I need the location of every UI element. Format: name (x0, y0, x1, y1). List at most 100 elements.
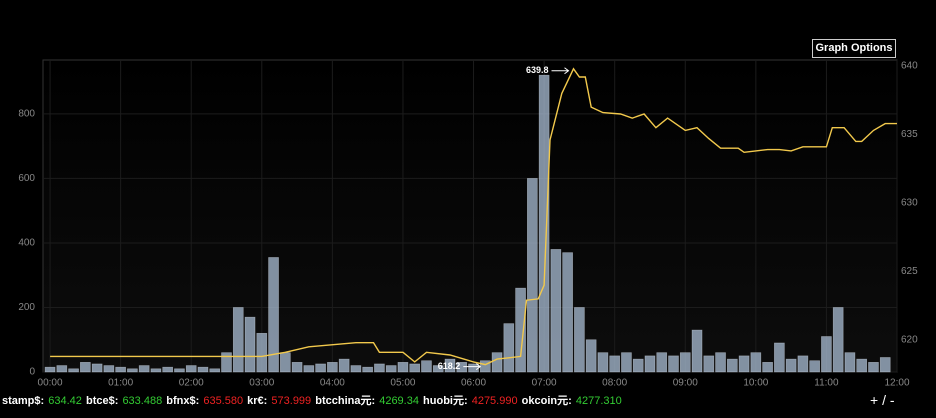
volume-bar (127, 368, 138, 373)
price-line (50, 67, 897, 366)
volume-bar (727, 358, 738, 373)
volume-bar (515, 287, 526, 373)
x-tick-label: 07:00 (532, 378, 557, 389)
volume-bar (574, 307, 585, 373)
y2-tick-label: 625 (901, 266, 918, 277)
volume-bar (150, 368, 162, 373)
volume-bar (456, 362, 468, 373)
volume-bar (879, 357, 891, 373)
x-tick-label: 03:00 (249, 378, 274, 389)
x-tick-label: 08:00 (602, 378, 627, 389)
volume-bar (244, 316, 256, 373)
volume-bar (362, 366, 373, 373)
volume-bar (327, 362, 338, 373)
x-tick-label: 05:00 (390, 378, 415, 389)
volume-bar (256, 332, 268, 373)
volume-bar (56, 365, 68, 373)
volume-bar (609, 355, 620, 373)
volume-bar (68, 368, 79, 373)
volume-bar (209, 368, 221, 373)
zoom-control[interactable]: + / - (870, 392, 895, 408)
volume-bar (421, 360, 432, 373)
ticker-value: 4277.310 (575, 395, 622, 407)
x-tick-label: 06:00 (461, 378, 486, 389)
annotation-label: 618.2 (438, 361, 461, 371)
ticker-value: 634.42 (48, 395, 82, 407)
volume-bar (738, 355, 750, 373)
volume-bar (621, 352, 632, 373)
x-tick-label: 00:00 (38, 378, 63, 389)
x-tick-label: 02:00 (179, 378, 204, 389)
y2-tick-label: 630 (901, 198, 918, 209)
plot-area (42, 59, 898, 373)
x-tick-label: 04:00 (320, 378, 345, 389)
volume-bar (856, 358, 868, 373)
y2-tick-label: 640 (901, 61, 918, 72)
volume-bar (809, 360, 820, 373)
volume-bar (197, 366, 209, 373)
volume-bar (280, 352, 291, 373)
ticker-value: 4275.990 (471, 395, 518, 407)
ticker-name: huobi元: (423, 395, 468, 407)
annotation-arrow (551, 67, 570, 75)
volume-bar (538, 74, 550, 373)
volume-bar (550, 249, 562, 373)
volume-bar (785, 358, 797, 373)
volume-bar (103, 365, 115, 373)
y-tick-label: 600 (18, 173, 35, 184)
volume-bar (80, 362, 91, 373)
ticker-value: 633.488 (122, 395, 163, 407)
volume-bar (868, 362, 879, 373)
volume-bar (303, 365, 315, 373)
volume-bar (503, 323, 515, 373)
volume-bar (162, 366, 173, 373)
ticker-value: 4269.34 (379, 395, 419, 407)
x-tick-label: 10:00 (743, 378, 768, 389)
volume-bar (444, 358, 456, 373)
volume-bar (585, 339, 597, 373)
volume-bar (527, 178, 538, 373)
volume-bar (185, 365, 197, 373)
volume-bar (597, 352, 609, 373)
ticker-value: 573.999 (271, 395, 312, 407)
volume-bar (221, 352, 232, 373)
y-tick-label: 400 (18, 238, 35, 249)
volume-bar (291, 362, 303, 373)
volume-bar (350, 365, 362, 373)
volume-bar (115, 366, 126, 373)
volume-bar (644, 355, 656, 373)
volume-bar (562, 252, 573, 373)
annotation-arrow (463, 363, 482, 371)
volume-bar (338, 358, 350, 373)
chart: 00:00 01:00 02:00 03:00 04:00 05:00 06:00 07:00… (18, 59, 918, 389)
volume-bar (821, 336, 832, 373)
ticker-name: btce$: (85, 395, 119, 407)
volume-bar (750, 352, 762, 373)
volume-bar (491, 352, 503, 373)
graph-options-button[interactable]: Graph Options (812, 39, 896, 58)
volume-bar (668, 355, 679, 373)
volume-bar (91, 363, 103, 373)
volume-bar (679, 352, 691, 373)
volume-bar (468, 363, 479, 373)
ticker-value: 635.580 (203, 395, 244, 407)
volume-bar (656, 352, 668, 373)
volume-bar (715, 352, 726, 373)
x-tick-label: 09:00 (673, 378, 698, 389)
volume-bar (774, 342, 785, 373)
ticker-name: stamp$: (2, 395, 45, 407)
volume-bar (691, 329, 703, 373)
annotation-label: 639.8 (526, 65, 549, 75)
volume-bar (844, 352, 856, 373)
volume-bar (174, 368, 185, 373)
volume-bar (762, 362, 773, 373)
y-tick-label: 800 (18, 109, 35, 120)
x-tick-label: 12:00 (884, 378, 909, 389)
ticker-name: bfnx$: (166, 395, 200, 407)
y2-tick-label: 620 (901, 335, 918, 346)
volume-bar (397, 362, 409, 373)
ticker-name: kr€: (247, 395, 268, 407)
x-tick-label: 11:00 (814, 378, 839, 389)
volume-bar (409, 363, 421, 373)
volume-bar (385, 365, 397, 373)
